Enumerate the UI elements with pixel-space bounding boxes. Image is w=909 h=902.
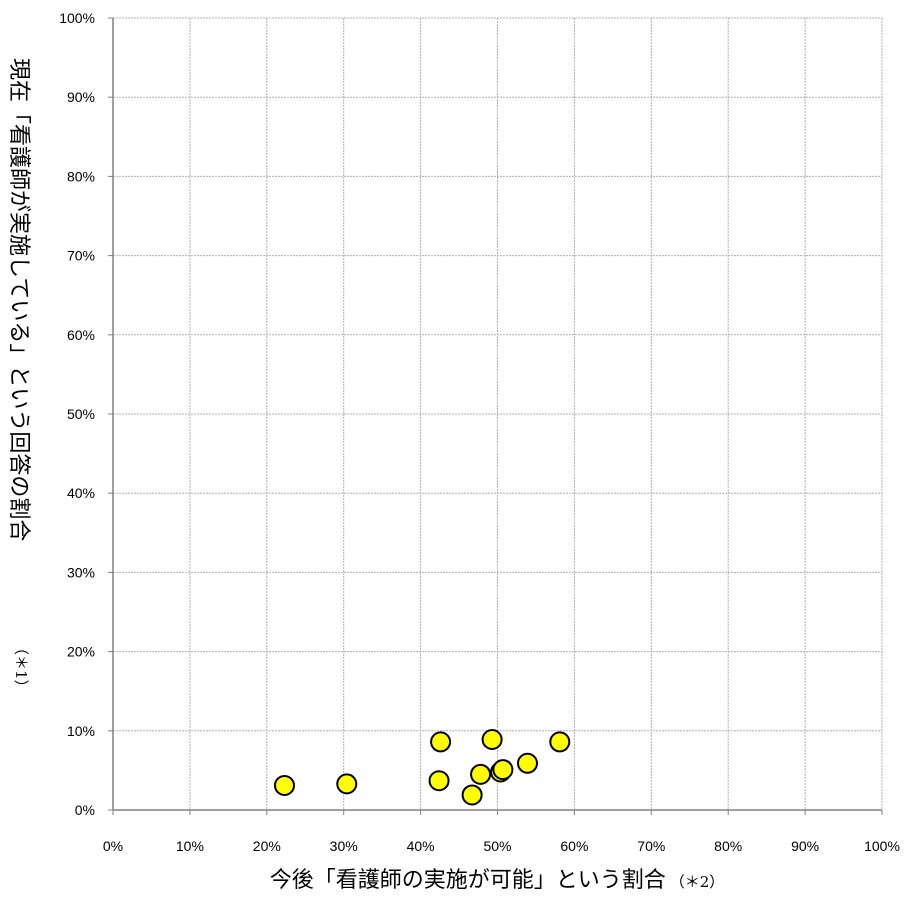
x-axis-note: （＊2） bbox=[670, 873, 725, 891]
y-tick-label: 100% bbox=[59, 10, 95, 26]
data-point bbox=[516, 752, 538, 774]
y-tick-label: 60% bbox=[67, 327, 95, 343]
x-tick-label: 20% bbox=[253, 838, 281, 854]
y-tick-label: 40% bbox=[67, 485, 95, 501]
x-tick-label: 40% bbox=[407, 838, 435, 854]
x-tick-label: 100% bbox=[864, 838, 900, 854]
x-axis-title: 今後「看護師の実施が可能」という割合 （＊2） bbox=[270, 868, 725, 893]
y-tick-label: 0% bbox=[75, 802, 95, 818]
y-tick-label: 80% bbox=[67, 168, 95, 184]
x-tick-label: 0% bbox=[103, 838, 123, 854]
data-point bbox=[430, 731, 452, 753]
data-point bbox=[273, 774, 295, 796]
y-tick-label: 20% bbox=[67, 644, 95, 660]
y-tick-label: 90% bbox=[67, 89, 95, 105]
y-axis-note: （＊1） bbox=[12, 640, 30, 695]
x-tick-label: 70% bbox=[637, 838, 665, 854]
y-axis-title: 現在「看護師が実施している」という回答の割合 （＊1） bbox=[6, 58, 31, 695]
data-point bbox=[549, 731, 571, 753]
y-tick-label: 10% bbox=[67, 723, 95, 739]
y-tick-label: 70% bbox=[67, 248, 95, 264]
y-tick-label: 30% bbox=[67, 564, 95, 580]
data-point bbox=[336, 773, 358, 795]
x-tick-label: 60% bbox=[560, 838, 588, 854]
y-tick-label: 50% bbox=[67, 406, 95, 422]
axes bbox=[108, 17, 883, 815]
data-point bbox=[461, 784, 483, 806]
data-point bbox=[481, 729, 503, 751]
x-tick-label: 50% bbox=[483, 838, 511, 854]
y-axis-label: 現在「看護師が実施している」という回答の割合 bbox=[6, 58, 31, 541]
data-point bbox=[492, 759, 514, 781]
y-tick-labels: 0% 10% 20% 30% 40% 50% 60% 70% 80% 90% 100% bbox=[59, 10, 95, 818]
data-point bbox=[428, 770, 450, 792]
grid bbox=[113, 17, 883, 810]
x-tick-labels: 0% 10% 20% 30% 40% 50% 60% 70% 80% 90% 100% bbox=[103, 838, 900, 854]
x-tick-label: 10% bbox=[176, 838, 204, 854]
data-points bbox=[273, 729, 571, 806]
data-point bbox=[470, 763, 492, 785]
x-tick-label: 80% bbox=[714, 838, 742, 854]
x-tick-label: 30% bbox=[330, 838, 358, 854]
x-tick-label: 90% bbox=[791, 838, 819, 854]
x-axis-label: 今後「看護師の実施が可能」という割合 bbox=[270, 868, 666, 893]
